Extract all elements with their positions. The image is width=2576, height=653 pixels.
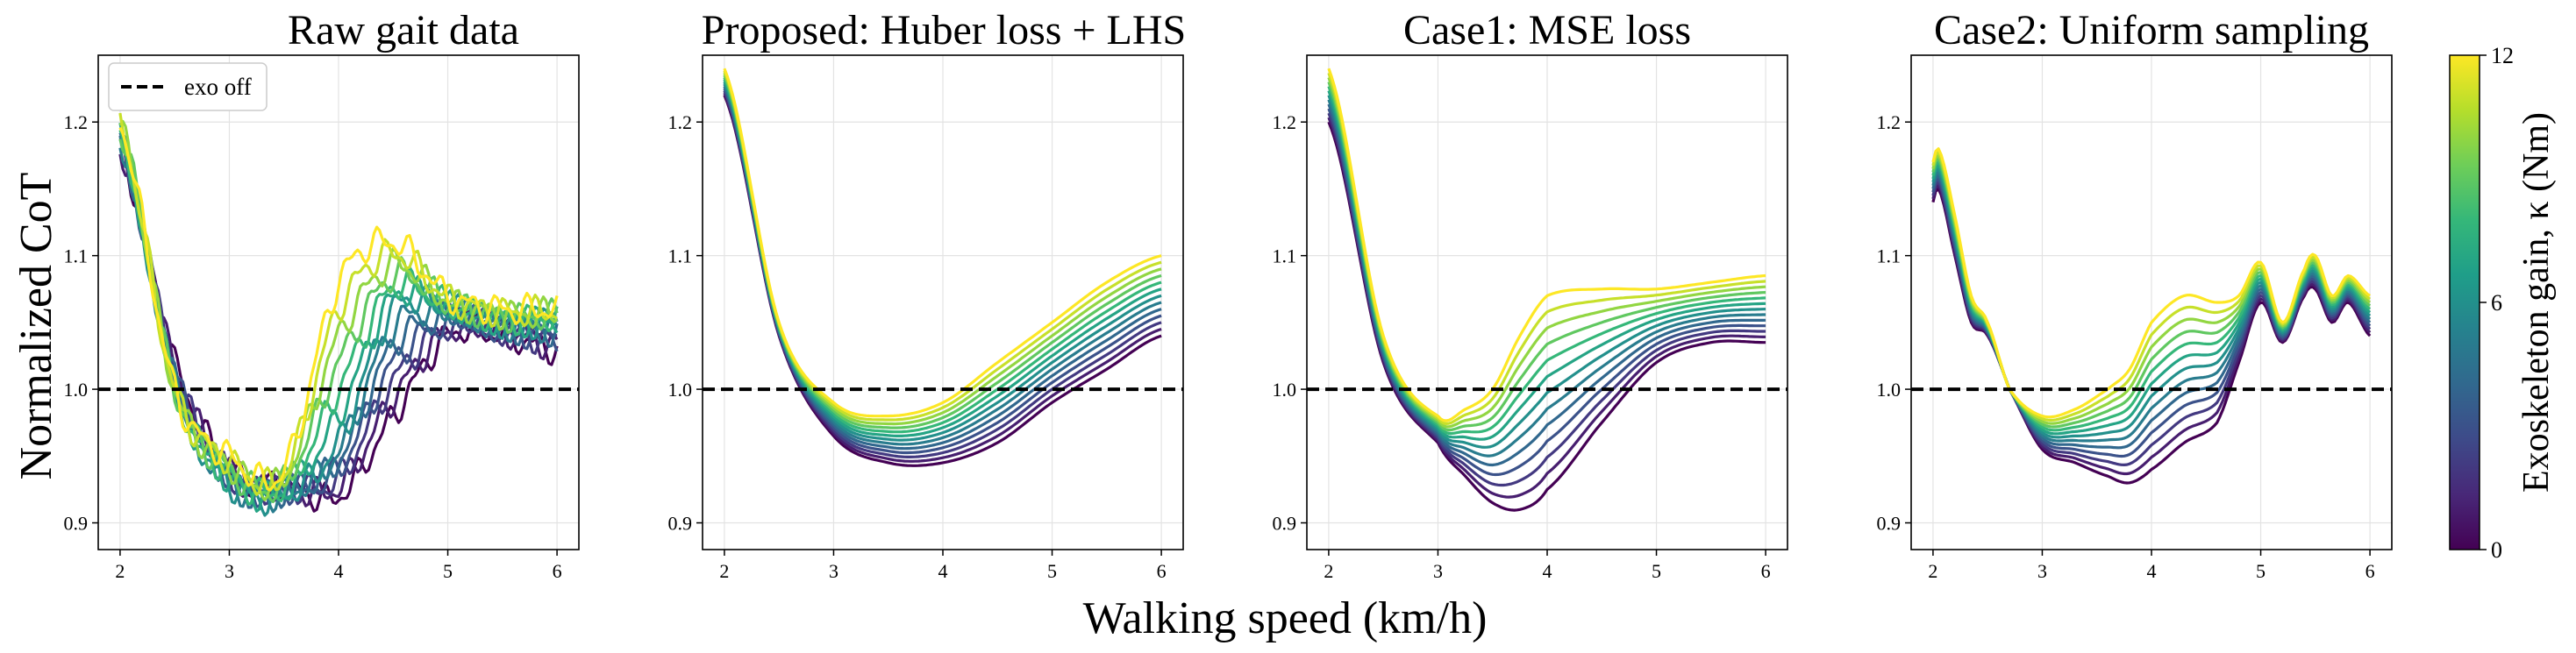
colorbar-tick-label-6: 6 [2491, 290, 2502, 316]
y-tick-label: 1.0 [1273, 379, 1297, 401]
y-tick-label: 1.1 [1877, 245, 1902, 267]
x-tick-label: 3 [1433, 560, 1443, 582]
x-tick-label: 5 [1652, 560, 1661, 582]
panels-group: 2 3 4 5 6 0.9 1.0 1.1 1.2 Raw gait data 2 3 4 5 6 0.9 1.… [64, 7, 2393, 582]
panel-2: 2 3 4 5 6 0.9 1.0 1.1 1.2 Proposed: Huber loss + … [668, 7, 1187, 582]
x-tick-label: 4 [1543, 560, 1552, 582]
colorbar-label: Exoskeleton gain, κ (Nm) [2516, 112, 2557, 493]
colorbar-tick-label-0: 0 [2491, 537, 2502, 563]
x-tick-label: 5 [2256, 560, 2266, 582]
legend: exo off [108, 62, 268, 111]
x-tick-label: 6 [2365, 560, 2375, 582]
y-tick-label: 1.2 [1877, 111, 1902, 133]
series-line-gain-12 [1327, 67, 1766, 422]
y-tick-label: 1.2 [64, 111, 89, 133]
y-tick-label: 1.1 [668, 245, 693, 267]
y-tick-label: 1.1 [1273, 245, 1297, 267]
x-tick-label: 5 [443, 560, 453, 582]
legend-box [108, 62, 268, 111]
x-tick-label: 3 [2037, 560, 2047, 582]
x-tick-label: 6 [1157, 560, 1167, 582]
x-tick-label: 2 [1324, 560, 1333, 582]
y-tick-label: 1.0 [1877, 379, 1902, 401]
x-tick-label: 5 [1047, 560, 1057, 582]
x-tick-label: 3 [829, 560, 838, 582]
series-group [1931, 147, 2372, 485]
series-line-gain-12 [118, 126, 559, 492]
series-line-gain-8 [118, 129, 559, 507]
series-line-gain-12 [1931, 147, 2371, 419]
legend-label: exo off [184, 74, 252, 100]
y-tick-label: 0.9 [1877, 513, 1902, 535]
panel-title: Case2: Uniform sampling [1934, 7, 2369, 53]
x-tick-label: 3 [225, 560, 234, 582]
y-tick-label: 0.9 [1273, 513, 1297, 535]
series-group [723, 67, 1162, 467]
shared-y-axis-label: Normalized CoT [11, 173, 61, 480]
panel-4: 2 3 4 5 6 0.9 1.0 1.1 1.2 Case2: Uniform sampling [1877, 7, 2393, 582]
x-tick-label: 4 [938, 560, 948, 582]
x-tick-label: 6 [1761, 560, 1771, 582]
panel-title: Raw gait data [288, 7, 519, 53]
series-line-gain-12 [723, 67, 1162, 418]
y-tick-label: 0.9 [64, 513, 89, 535]
y-tick-label: 1.0 [64, 379, 89, 401]
panel-3: 2 3 4 5 6 0.9 1.0 1.1 1.2 Case1: MSE loss [1273, 7, 1788, 582]
series-group [1327, 67, 1766, 512]
y-tick-label: 1.2 [1273, 111, 1297, 133]
x-tick-label: 2 [1928, 560, 1937, 582]
x-tick-label: 2 [115, 560, 125, 582]
x-tick-label: 6 [553, 560, 562, 582]
colorbar-tick-label-12: 12 [2491, 43, 2514, 68]
y-tick-label: 0.9 [668, 513, 693, 535]
series-group [118, 112, 559, 517]
y-tick-label: 1.2 [668, 111, 693, 133]
series-line-gain-11 [118, 112, 558, 496]
x-tick-label: 4 [2147, 560, 2157, 582]
y-tick-label: 1.1 [64, 245, 89, 267]
panel-title: Proposed: Huber loss + LHS [702, 7, 1186, 53]
x-tick-label: 2 [719, 560, 729, 582]
y-tick-label: 1.0 [668, 379, 693, 401]
colorbar-gradient [2449, 54, 2480, 550]
x-tick-label: 4 [334, 560, 344, 582]
panel-1: 2 3 4 5 6 0.9 1.0 1.1 1.2 Raw gait data [64, 7, 580, 582]
panel-title: Case1: MSE loss [1403, 7, 1691, 53]
shared-x-axis-label: Walking speed (km/h) [1083, 593, 1488, 643]
colorbar: 0 6 12 Exoskeleton gain, κ (Nm) [2449, 43, 2557, 563]
